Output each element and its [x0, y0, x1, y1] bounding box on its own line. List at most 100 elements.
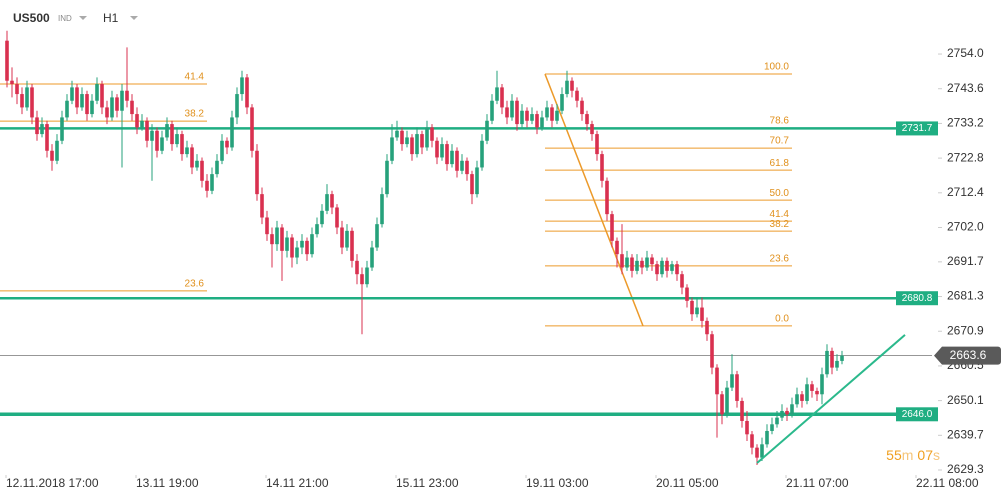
- candle-body: [380, 194, 384, 225]
- y-tick-label: 2691.7: [947, 254, 984, 268]
- candle-body: [405, 137, 409, 145]
- candle-body: [250, 107, 254, 151]
- symbol[interactable]: US500: [13, 11, 50, 25]
- candle-body: [770, 424, 774, 431]
- candle-body: [545, 107, 549, 118]
- candle-body: [615, 240, 619, 255]
- candle-body: [420, 134, 424, 148]
- candle-body: [290, 237, 294, 258]
- candle-body: [600, 154, 604, 181]
- candle-body: [270, 234, 274, 245]
- candle-body: [650, 257, 654, 265]
- candle-body: [530, 114, 534, 121]
- candle-body: [335, 207, 339, 228]
- candle-body: [525, 110, 529, 121]
- candle-body: [315, 224, 319, 235]
- candle-body: [385, 160, 389, 195]
- candle-body: [295, 247, 299, 258]
- candle-body: [785, 410, 789, 415]
- fib-label: 41.4: [770, 209, 790, 220]
- y-tick-label: 2639.7: [947, 427, 984, 441]
- candle-body: [630, 257, 634, 271]
- y-tick-label: 2650.1: [947, 393, 984, 407]
- candle-body: [835, 360, 839, 368]
- candle-body: [425, 127, 429, 148]
- candle-body: [755, 447, 759, 458]
- candle-body: [240, 77, 244, 95]
- candle-body: [795, 394, 799, 405]
- level-label: 2646.0: [902, 409, 933, 420]
- candle-body: [625, 257, 629, 268]
- candle-body: [415, 134, 419, 155]
- candle-body: [370, 247, 374, 268]
- level-box: [896, 121, 938, 136]
- candle-body: [655, 264, 659, 275]
- candle-body: [710, 334, 714, 368]
- timer-minutes: 55: [886, 447, 902, 463]
- interval-dropdown[interactable]: [130, 16, 138, 20]
- candle-body: [105, 107, 109, 118]
- candle-body: [590, 124, 594, 135]
- candle-body: [40, 124, 44, 135]
- candle-body: [500, 87, 504, 108]
- candle-body: [200, 160, 204, 181]
- candle-body: [325, 194, 329, 211]
- fib-label: 23.6: [770, 253, 790, 264]
- candle-body: [620, 254, 624, 268]
- candle-body: [310, 234, 314, 255]
- candle-body: [110, 97, 114, 118]
- candle-body: [695, 307, 699, 315]
- current-price-label: 2663.6: [950, 348, 987, 362]
- fib-label: 61.8: [770, 158, 790, 169]
- candle-body: [480, 140, 484, 168]
- candle-body: [585, 114, 589, 125]
- candle-body: [210, 174, 214, 191]
- fib-label: 23.6: [185, 279, 205, 290]
- candle-body: [360, 274, 364, 285]
- candle-body: [100, 84, 104, 108]
- y-tick-label: 2670.9: [947, 323, 984, 337]
- candle-body: [790, 404, 794, 415]
- candle-body: [445, 144, 449, 165]
- candle-body: [800, 394, 804, 401]
- candle-body: [570, 80, 574, 91]
- candle-body: [640, 260, 644, 268]
- candle-body: [285, 237, 289, 251]
- candle-body: [485, 120, 489, 141]
- fib-label: 38.2: [770, 219, 790, 230]
- candle-body: [215, 160, 219, 175]
- y-tick-label: 2702.0: [947, 220, 984, 234]
- symbol-dropdown[interactable]: [79, 16, 87, 20]
- candle-body: [555, 110, 559, 121]
- x-tick-label: 13.11 19:00: [136, 476, 199, 490]
- candle-body: [550, 107, 554, 121]
- fib-label: 78.6: [770, 116, 790, 127]
- candle-body: [80, 94, 84, 108]
- candle-body: [355, 260, 359, 275]
- candle-body: [155, 130, 159, 151]
- candle-body: [505, 107, 509, 118]
- candle-body: [565, 80, 569, 95]
- interval[interactable]: H1: [103, 11, 119, 25]
- candle-body: [635, 260, 639, 271]
- current-price-box: [934, 346, 1001, 365]
- candle-body: [170, 124, 174, 145]
- candle-body: [85, 94, 89, 115]
- market: IND: [58, 14, 72, 23]
- candle-body: [475, 167, 479, 195]
- candle-body: [220, 140, 224, 161]
- candle-body: [830, 350, 834, 368]
- fib-label: 70.7: [770, 136, 790, 147]
- candle-body: [195, 160, 199, 168]
- y-tick-label: 2733.2: [947, 116, 984, 130]
- y-tick-label: 2681.3: [947, 289, 984, 303]
- candle-body: [160, 137, 164, 151]
- candle-body: [450, 150, 454, 165]
- candle-body: [45, 124, 49, 151]
- plot-area: 2754.0 2743.6 2733.2 2722.8 2712.4 2702.0 2691…: [0, 30, 1001, 490]
- y-tick-label: 2743.6: [947, 81, 984, 95]
- candle-body: [120, 90, 124, 111]
- candle-body: [205, 180, 209, 191]
